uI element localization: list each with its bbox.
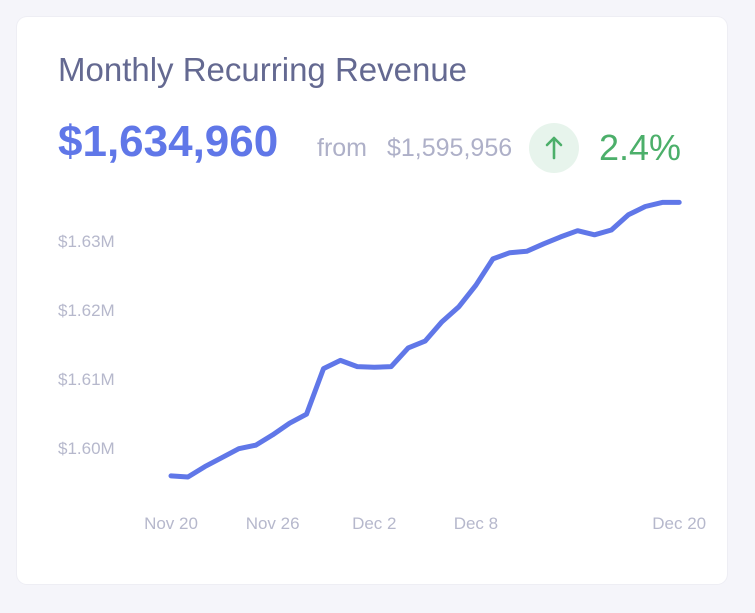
revenue-series-line [168,199,682,480]
y-tick-label: $1.61M [58,370,115,389]
from-label: from [317,134,367,162]
metric-summary: $1,634,960 from $1,595,956 2.4% [58,117,718,177]
current-value: $1,634,960 [58,117,279,166]
x-tick-label: Nov 26 [246,514,300,533]
previous-value: $1,595,956 [387,134,513,162]
y-tick-label: $1.60M [58,439,115,458]
change-badge [529,123,579,173]
x-tick-label: Dec 2 [352,514,396,533]
x-tick-label: Dec 8 [454,514,498,533]
y-tick-label: $1.63M [58,232,115,251]
mrr-card: Monthly Recurring Revenue $1,634,960 fro… [17,17,727,584]
arrow-up-icon [545,136,563,160]
x-tick-label: Dec 20 [652,514,706,533]
revenue-line-chart: $1.63M $1.62M $1.61M $1.60M Nov 20 Nov 26 Dec … [58,199,706,533]
change-percent: 2.4% [599,127,682,168]
x-tick-label: Nov 20 [144,514,198,533]
y-tick-label: $1.62M [58,301,115,320]
card-title: Monthly Recurring Revenue [58,51,468,88]
